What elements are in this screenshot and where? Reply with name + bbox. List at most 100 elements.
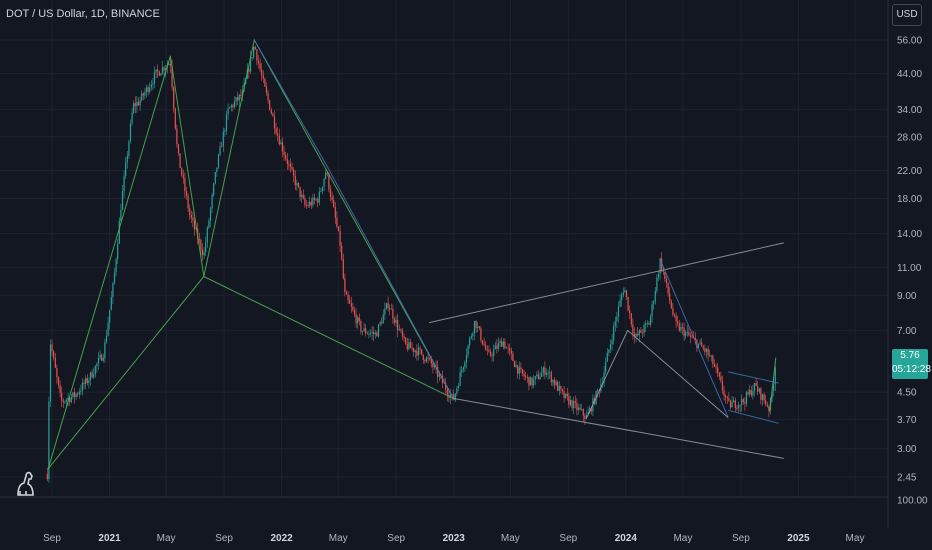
- candle-body: [670, 300, 672, 309]
- candle-body: [270, 110, 272, 114]
- candle-body: [323, 178, 325, 187]
- candle-body: [253, 46, 255, 58]
- candle-body: [665, 279, 668, 283]
- candle-body: [200, 239, 202, 250]
- candle-body: [326, 172, 328, 175]
- candle-body: [46, 474, 48, 480]
- candle-body: [85, 378, 87, 385]
- candle-body: [190, 215, 192, 218]
- currency-button[interactable]: USD: [892, 4, 922, 26]
- candle-body: [302, 194, 304, 199]
- candle-body: [757, 386, 759, 392]
- candle-body: [168, 63, 170, 65]
- candle-body: [174, 108, 176, 129]
- trendline-blue: [253, 39, 454, 399]
- candle-body: [641, 332, 644, 334]
- candle-body: [689, 335, 692, 337]
- candle-body: [638, 330, 640, 336]
- candle-body: [371, 332, 373, 333]
- candle-body: [217, 154, 220, 168]
- candle-body: [128, 141, 130, 156]
- candle-body: [187, 195, 189, 209]
- time-axis[interactable]: Sep 2021 May Sep 2022 May Sep 2023 May Sep 2024 May…: [43, 533, 864, 544]
- candle-body: [525, 376, 527, 378]
- candle-body: [385, 303, 388, 309]
- price-tick-label: 3.70: [897, 415, 917, 426]
- candle-body: [481, 340, 484, 345]
- candle-body: [352, 306, 354, 311]
- candle-body: [521, 369, 524, 374]
- candle-body: [459, 372, 461, 386]
- candle-body: [267, 92, 269, 101]
- candle-body: [189, 208, 191, 216]
- candle-body: [355, 314, 357, 324]
- candle-body: [125, 162, 127, 177]
- candle-body: [93, 374, 95, 378]
- price-tick-label: 56.00: [897, 36, 922, 47]
- tradingview-logo-icon[interactable]: [14, 468, 40, 498]
- candle-body: [315, 199, 317, 201]
- candle-body: [392, 308, 394, 319]
- candle-body: [139, 100, 141, 106]
- candle-body: [278, 135, 280, 145]
- candle-body: [219, 146, 221, 155]
- candle-body: [101, 354, 103, 361]
- price-axis[interactable]: 56.00 44.00 34.00 28.00 22.00 18.00 14.00 11.00…: [897, 36, 928, 507]
- candle-body: [712, 355, 714, 365]
- candle-body: [526, 376, 528, 378]
- candle-body: [425, 357, 428, 362]
- candle-body: [149, 87, 151, 92]
- price-tick-label: 18.00: [897, 194, 922, 205]
- candle-body: [648, 323, 650, 325]
- candle-body: [432, 363, 434, 368]
- candle-body: [760, 388, 762, 400]
- trendline-drawings[interactable]: [47, 38, 784, 470]
- candle-body: [389, 308, 391, 310]
- candle-body: [201, 249, 204, 256]
- candle-body: [717, 367, 719, 373]
- candle-body: [321, 186, 324, 191]
- candle-body: [347, 294, 349, 300]
- candle-body: [67, 397, 69, 400]
- candle-body: [605, 361, 607, 373]
- price-tick-label: 9.00: [897, 291, 917, 302]
- candle-body: [547, 372, 549, 374]
- candle-body: [211, 195, 213, 209]
- candle-body: [763, 394, 765, 401]
- candle-body: [480, 328, 482, 341]
- candle-body: [414, 350, 416, 353]
- candle-body: [376, 332, 378, 337]
- candle-body: [75, 393, 77, 398]
- candle-body: [632, 324, 634, 334]
- candle-body: [320, 190, 322, 192]
- candle-body: [694, 337, 696, 340]
- candle-body: [721, 381, 724, 391]
- candle-body: [96, 363, 98, 367]
- candle-body: [206, 227, 208, 243]
- candle-body: [537, 374, 540, 380]
- candle-body: [413, 348, 415, 353]
- candle-body: [137, 101, 140, 106]
- candle-body: [293, 169, 295, 177]
- candle-body: [462, 367, 464, 370]
- price-tick-label: 14.00: [897, 229, 922, 240]
- candle-body: [707, 348, 709, 356]
- candle-body: [643, 324, 645, 333]
- candle-body: [742, 399, 744, 403]
- candle-body: [611, 340, 613, 345]
- candle-body: [491, 355, 493, 357]
- candle-body: [230, 105, 232, 108]
- candle-body: [393, 318, 396, 323]
- candle-body: [509, 348, 511, 351]
- candle-body: [734, 400, 736, 409]
- candle-body: [550, 372, 552, 383]
- candle-body: [568, 396, 570, 405]
- candle-body: [259, 63, 261, 70]
- candle-body: [555, 381, 557, 386]
- candle-body: [342, 259, 344, 279]
- candle-body: [597, 390, 599, 392]
- trendline-blue: [728, 371, 779, 384]
- candle-body: [141, 93, 143, 101]
- candle-body: [365, 328, 367, 334]
